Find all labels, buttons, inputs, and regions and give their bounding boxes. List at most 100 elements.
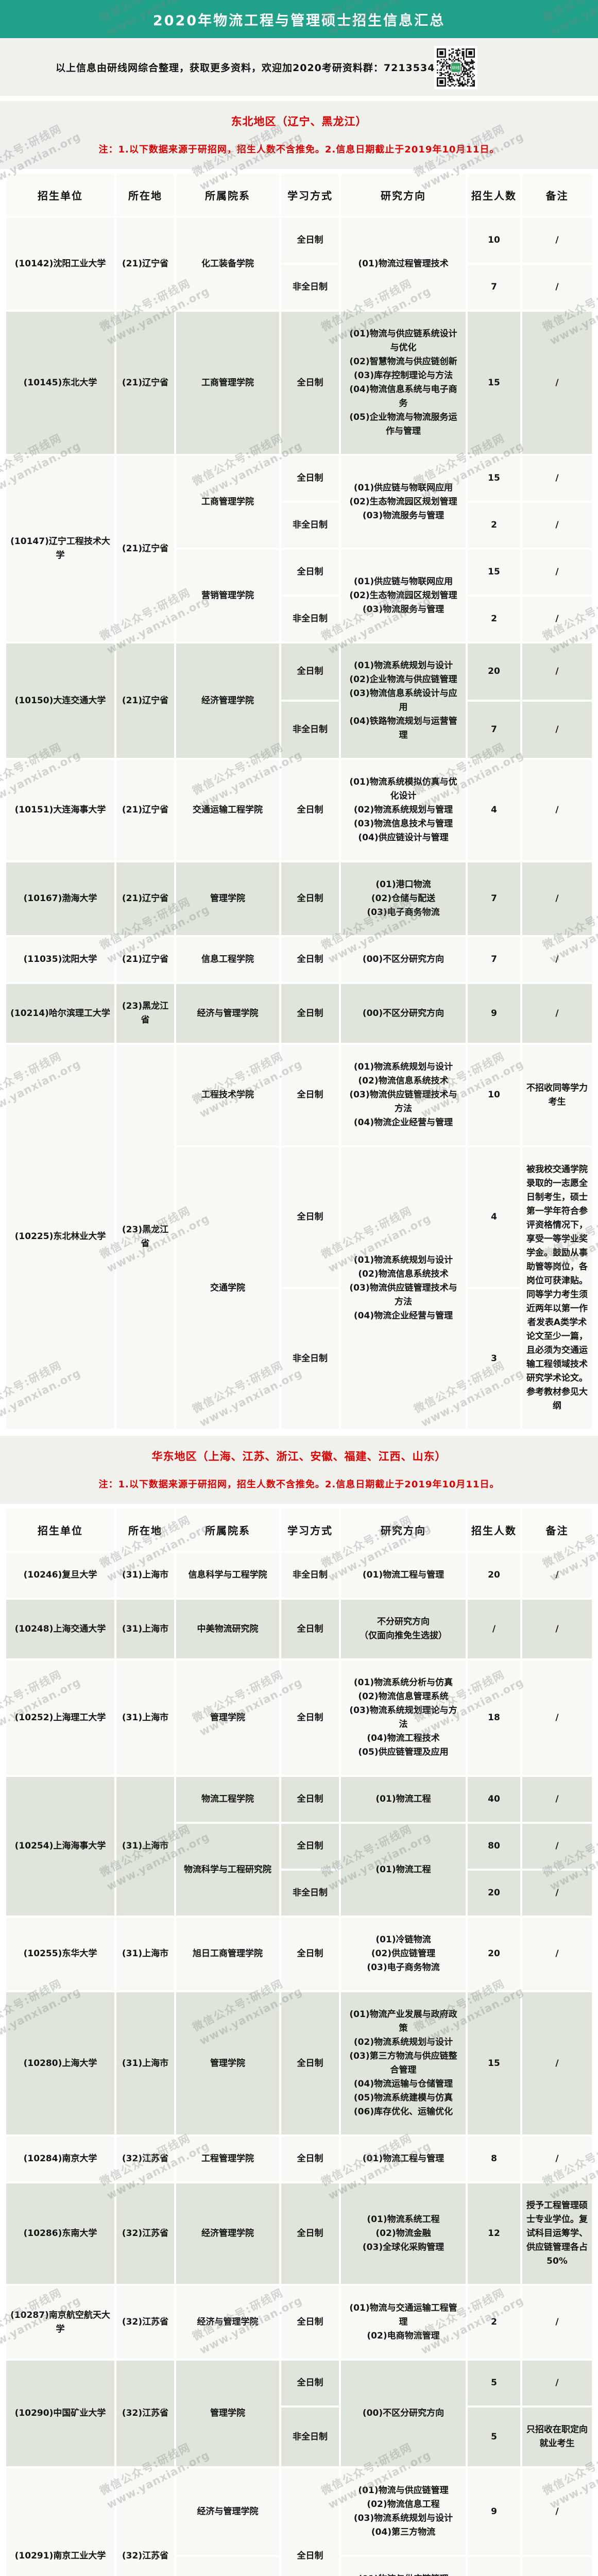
enrollment-count-cell: 15 <box>468 1992 520 2134</box>
region-title: 华东地区（上海、江苏、浙江、安徽、福建、江西、山东） <box>151 1450 447 1463</box>
remark-cell: / <box>522 760 592 860</box>
enrollment-count-cell: 3 <box>468 1289 520 1429</box>
remark-cell: / <box>522 218 592 263</box>
table-row: (10145)东北大学 (21)辽宁省 工商管理学院 全日制 (01)物流与供应链系统设… <box>6 312 592 454</box>
remark-cell: / <box>522 1777 592 1822</box>
province-cell: (21)辽宁省 <box>116 456 174 641</box>
enrollment-count-cell: 10 <box>468 218 520 263</box>
enrollment-count-cell: 8 <box>468 2137 520 2181</box>
province-cell: (32)江苏省 <box>116 2361 174 2466</box>
table-row: 物流科学与工程研究院 全日制 (01)物流工程 80/ <box>6 1824 592 1916</box>
enrollment-count-cell: 18 <box>468 1660 520 1775</box>
column-header: 招生人数 <box>468 174 520 216</box>
university-cell: (10145)东北大学 <box>6 312 114 454</box>
study-mode-cell: 全日制 <box>281 218 339 263</box>
study-mode-cell: 全日制 <box>281 1660 339 1775</box>
table-head: 招生单位 所在地 所属院系 学习方式 研究方向 招生人数 备注 <box>6 174 592 216</box>
department-cell: 交通学院 <box>176 1147 279 1429</box>
department-cell: 经济与管理学院 <box>176 2468 279 2555</box>
department-cell: 经济管理学院 <box>176 2183 279 2284</box>
qr-code-top: 研线 <box>434 46 477 89</box>
university-cell: (10225)东北林业大学 <box>6 1045 114 1429</box>
table-row: (10254)上海海事大学 (31)上海市 物流工程学院 全日制 (01)物流工程 40/ <box>6 1777 592 1916</box>
table-row: 非全日制 20/ <box>6 1871 592 1916</box>
table-row: (10280)上海大学 (31)上海市 管理学院 全日制 (01)物流产业发展与政府政策… <box>6 1992 592 2134</box>
province-cell: (21)辽宁省 <box>116 643 174 758</box>
region-band-east-china: 华东地区（上海、江苏、浙江、安徽、福建、江西、山东） 注：1.以下数据来源于研招… <box>0 1436 598 1504</box>
research-directions-cell: (00)不区分研究方向 <box>341 2361 466 2466</box>
enrollment-count-cell: 2 <box>468 597 520 641</box>
table-row: (11035)沈阳大学 (21)辽宁省 信息工程学院 全日制 (00)不区分研究方向 7/ <box>6 937 592 982</box>
remark-cell: / <box>522 550 592 595</box>
column-header: 研究方向 <box>341 174 466 216</box>
table-row: (10291)南京工业大学 (32)江苏省 经济与管理学院 全日制 (01)物流与供应链… <box>6 2468 592 2576</box>
remark-cell: / <box>522 2557 592 2576</box>
research-directions-cell: (01)物流系统规划与设计 (02)企业物流与供应链管理 (03)物流信息系统设… <box>341 643 466 758</box>
department-cell: 物流科学与工程研究院 <box>176 1824 279 1916</box>
university-cell: (10246)复旦大学 <box>6 1553 114 1598</box>
study-mode-cell: 非全日制 <box>281 1289 339 1429</box>
remark-cell: / <box>522 984 592 1043</box>
research-directions-cell: (01)物流过程管理技术 <box>341 218 466 310</box>
department-cell: 旭日工商管理学院 <box>176 1918 279 1990</box>
university-cell: (10147)辽宁工程技术大学 <box>6 456 114 641</box>
study-mode-cell: 全日制 <box>281 1918 339 1990</box>
university-cell: (10280)上海大学 <box>6 1992 114 2134</box>
remark-cell: / <box>522 597 592 641</box>
remark-cell: / <box>522 2361 592 2405</box>
remark-cell: 授予工程管理硕士专业学位。复试科目运筹学、供应链管理各占50% <box>522 2183 592 2284</box>
university-cell: (10254)上海海事大学 <box>6 1777 114 1916</box>
study-mode-cell: 非全日制 <box>281 265 339 310</box>
remark-cell: / <box>522 1824 592 1869</box>
province-cell: (21)辽宁省 <box>116 312 174 454</box>
column-header: 备注 <box>522 1509 592 1551</box>
table-row: 非全日制 2/ <box>6 503 592 548</box>
province-cell: (32)江苏省 <box>116 2468 174 2576</box>
research-directions-cell: (01)物流工程 <box>341 1777 466 1822</box>
study-mode-cell: 全日制 <box>281 456 339 501</box>
province-cell: (32)江苏省 <box>116 2286 174 2359</box>
table-body: (10142)沈阳工业大学 (21)辽宁省 化工装备学院 全日制 (01)物流过程管理技… <box>6 218 592 1429</box>
table-row: (10225)东北林业大学 (23)黑龙江省 工程技术学院 全日制 (01)物流系统规划… <box>6 1045 592 1429</box>
remark-cell: / <box>522 2468 592 2555</box>
table-row: (10167)渤海大学 (21)辽宁省 管理学院 全日制 (01)港口物流 (02)仓储… <box>6 862 592 935</box>
column-header: 学习方式 <box>281 1509 339 1551</box>
research-directions-cell: (01)物流产业发展与政府政策 (02)物流系统规划与设计 (03)第三方物流与… <box>341 1992 466 2134</box>
enrollment-count-cell: 40 <box>468 1777 520 1822</box>
svg-text:研线: 研线 <box>452 65 460 70</box>
enrollment-count-cell: 7 <box>468 702 520 758</box>
department-cell: 管理学院 <box>176 2361 279 2466</box>
province-cell: (21)辽宁省 <box>116 218 174 310</box>
department-cell: 管理学院 <box>176 1660 279 1775</box>
admissions-table-northeast: 招生单位 所在地 所属院系 学习方式 研究方向 招生人数 备注 (10142)沈阳工业大学(… <box>4 172 594 1431</box>
province-cell: (23)黑龙江省 <box>116 1045 174 1429</box>
study-mode-cell: 非全日制 <box>281 2408 339 2466</box>
research-directions-cell: (01)物流与交通运输工程管理 (02)电商物流管理 <box>341 2286 466 2359</box>
enrollment-count-cell: 3 <box>468 2557 520 2576</box>
province-cell: (31)上海市 <box>116 1600 174 1658</box>
research-directions-cell: (01)物流系统工程 (02)物流金融 (03)全球化采购管理 <box>341 2183 466 2284</box>
university-cell: (10248)上海交通大学 <box>6 1600 114 1658</box>
university-cell: (10287)南京航空航天大学 <box>6 2286 114 2359</box>
province-cell: (31)上海市 <box>116 1660 174 1775</box>
enrollment-count-cell: 15 <box>468 456 520 501</box>
table-head: 招生单位 所在地 所属院系 学习方式 研究方向 招生人数 备注 <box>6 1509 592 1551</box>
region-note: 注：1.以下数据来源于研招网，招生人数不含推免。2.信息日期截止于2019年10… <box>98 1479 500 1490</box>
university-cell: (10150)大连交通大学 <box>6 643 114 758</box>
section-northeast: 东北地区（辽宁、黑龙江） 注：1.以下数据来源于研招网，招生人数不含推免。2.信… <box>0 101 598 1431</box>
department-cell: 联合培养 （淮阴工学院） <box>176 2557 279 2576</box>
remark-cell: 被我校交通学院录取的一志愿全日制考生，硕士第一学年符合参评资格情况下，享受一等学… <box>522 1147 592 1429</box>
enrollment-count-cell: 80 <box>468 1824 520 1869</box>
study-mode-cell: 全日制 <box>281 1600 339 1658</box>
remark-cell: / <box>522 1871 592 1916</box>
research-directions-cell: (01)物流与供应链管理 (02)物流信息工程 (03)物流系统规划与设计 (0… <box>341 2557 466 2576</box>
table-row: (10286)东南大学 (32)江苏省 经济管理学院 全日制 (01)物流系统工程 (0… <box>6 2183 592 2284</box>
column-header: 所在地 <box>116 174 174 216</box>
research-directions-cell: (01)物流与供应链管理 (02)物流信息工程 (03)物流系统规划与设计 (0… <box>341 2468 466 2555</box>
enrollment-count-cell: 4 <box>468 1147 520 1287</box>
intro-note-band: 以上信息由研线网综合整理，获取更多资料，欢迎加2020考研资料群：7213534… <box>0 38 598 96</box>
university-cell: (10286)东南大学 <box>6 2183 114 2284</box>
research-directions-cell: (01)港口物流 (02)仓储与配送 (03)电子商务物流 <box>341 862 466 935</box>
department-cell: 经济与管理学院 <box>176 984 279 1043</box>
enrollment-count-cell: 2 <box>468 503 520 548</box>
